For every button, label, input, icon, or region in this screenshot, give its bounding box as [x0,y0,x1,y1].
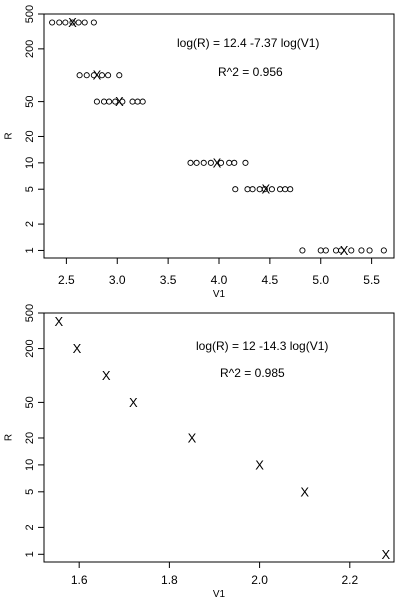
y-tick-label: 1 [24,551,36,557]
data-point-circle [134,98,141,105]
data-point-circle [332,247,340,254]
data-point-circle [75,19,82,26]
x-tick-label: 3.0 [109,273,126,287]
data-point-circle [322,247,329,254]
data-point-circle [62,19,69,26]
data-point-x: X [129,395,138,410]
y-tick-label: 20 [24,432,36,444]
x-tick-label: 1.6 [71,573,88,587]
data-point-circle [207,159,214,166]
data-point-x: X [73,341,82,356]
data-point-circle [380,247,387,254]
data-point-x: X [340,243,349,258]
x-tick-label: 5.0 [312,273,329,287]
data-point-circle [226,159,233,166]
y-tick-label: 10 [24,459,36,471]
data-point-circle [276,186,284,193]
data-point-circle [358,247,365,254]
y-tick-label: 50 [24,95,36,107]
x-tick-label: 2.0 [251,573,268,587]
data-point-circle [106,98,113,105]
data-point-circle [112,98,119,105]
plot-frame [43,13,395,259]
data-point-circle [261,186,268,193]
y-axis-label: R [4,132,15,139]
x-tick-label: 4.0 [211,273,228,287]
data-point-circle [56,19,63,26]
data-point-x: X [68,15,77,30]
data-point-x: X [188,430,197,445]
y-tick-label: 200 [24,40,36,58]
x-tick-label: 4.5 [262,273,279,287]
data-point-x: X [93,68,102,83]
y-tick-label: 5 [24,186,36,192]
data-point-circle [249,186,256,193]
x-tick-label: 2.2 [341,573,358,587]
data-point-circle [69,19,76,26]
y-tick-label: 200 [24,339,36,357]
y-axis-label: R [4,434,15,441]
data-point-circle [244,186,251,193]
x-tick-label: 2.5 [58,273,75,287]
data-point-x: X [255,457,264,472]
data-point-x: X [261,182,270,197]
data-point-circle [200,159,207,166]
data-point-circle [100,98,108,105]
y-tick-label: 5 [24,489,36,495]
data-point-circle [83,72,90,79]
chart-panel-top: 2.5 3.0 3.5 4.0 4.5 5.0 5.5 1 2 5 10 20 50 200 500 V1 R X… [4,5,395,300]
y-tick-label: 50 [24,396,36,408]
x-tick-label: 5.5 [363,273,380,287]
data-point-circle [317,247,324,254]
data-point-circle [139,98,146,105]
regression-equation: log(R) = 12 -14.3 log(V1) [196,339,328,353]
y-tick-label: 2 [24,221,36,227]
regression-equation: log(R) = 12.4 -7.37 log(V1) [177,36,319,50]
data-point-circle [119,98,126,105]
data-point-circle [98,72,106,79]
x-tick-label: 1.8 [161,573,178,587]
data-point-circle [116,72,123,79]
data-point-circle [129,98,136,105]
data-point-circle [81,19,88,26]
data-point-circle [282,186,289,193]
data-point-circle [90,72,97,79]
data-point-x: X [115,94,124,109]
data-point-circle [105,72,112,79]
y-tick-label: 1 [24,247,36,253]
data-point-circle [90,19,97,26]
data-point-x: X [300,484,309,499]
data-point-x: X [382,547,391,562]
y-tick-label: 2 [24,524,36,530]
data-point-circle [93,98,100,105]
y-tick-label: 500 [24,5,36,23]
data-point-circle [287,186,294,193]
r-squared-label: R^2 = 0.956 [218,65,283,79]
x-axis-label: V1 [213,289,226,300]
data-point-circle [366,247,373,254]
data-point-circle [49,19,56,26]
data-point-x: X [213,155,222,170]
data-point-circle [217,159,225,166]
data-point-circle [187,159,194,166]
data-point-circle [76,72,83,79]
data-point-circle [338,247,345,254]
x-tick-label: 3.5 [160,273,177,287]
x-axis-label: V1 [213,589,226,600]
data-point-circle [231,159,238,166]
data-point-circle [242,159,249,166]
data-point-circle [232,186,239,193]
y-tick-label: 10 [24,157,36,169]
data-point-x: X [55,314,64,329]
data-point-circle [193,159,200,166]
y-tick-label: 20 [24,130,36,142]
data-point-x: X [102,368,111,383]
data-point-circle [348,247,355,254]
data-point-circle [299,247,306,254]
r-squared-label: R^2 = 0.985 [220,366,285,380]
data-point-circle [268,186,275,193]
y-tick-label: 500 [24,304,36,322]
